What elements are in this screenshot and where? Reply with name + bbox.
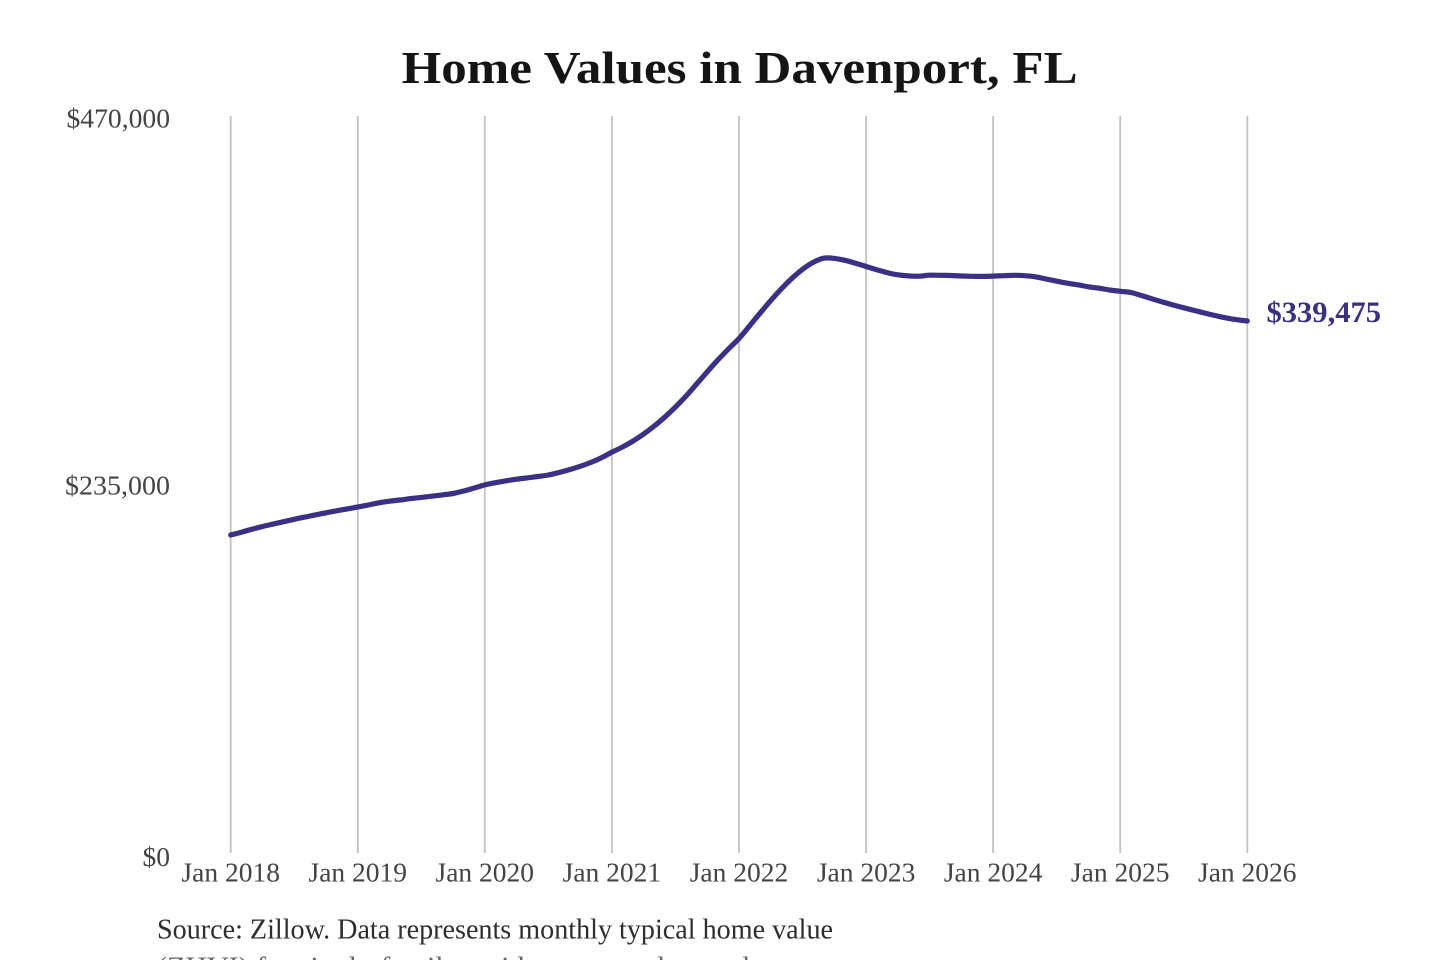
svg-text:Jan 2022: Jan 2022: [690, 857, 789, 888]
svg-text:Jan 2020: Jan 2020: [436, 857, 535, 888]
svg-text:$0: $0: [143, 841, 171, 872]
svg-text:Jan 2024: Jan 2024: [944, 857, 1043, 888]
svg-text:Jan 2021: Jan 2021: [563, 857, 662, 888]
svg-text:Jan 2023: Jan 2023: [817, 857, 916, 888]
svg-text:$235,000: $235,000: [65, 470, 170, 501]
svg-text:(ZHVI) for single-family resid: (ZHVI) for single-family residences, con…: [157, 953, 837, 960]
svg-text:$339,475: $339,475: [1267, 297, 1382, 329]
svg-text:Source: Zillow. Data represent: Source: Zillow. Data represents monthly …: [157, 915, 833, 946]
svg-text:Jan 2018: Jan 2018: [181, 857, 280, 888]
svg-text:Jan 2025: Jan 2025: [1071, 857, 1170, 888]
svg-text:Jan 2026: Jan 2026: [1198, 857, 1297, 888]
svg-text:Home Values in Davenport, FL: Home Values in Davenport, FL: [402, 42, 1078, 93]
svg-text:$470,000: $470,000: [67, 103, 171, 134]
svg-text:Jan 2019: Jan 2019: [309, 857, 408, 888]
